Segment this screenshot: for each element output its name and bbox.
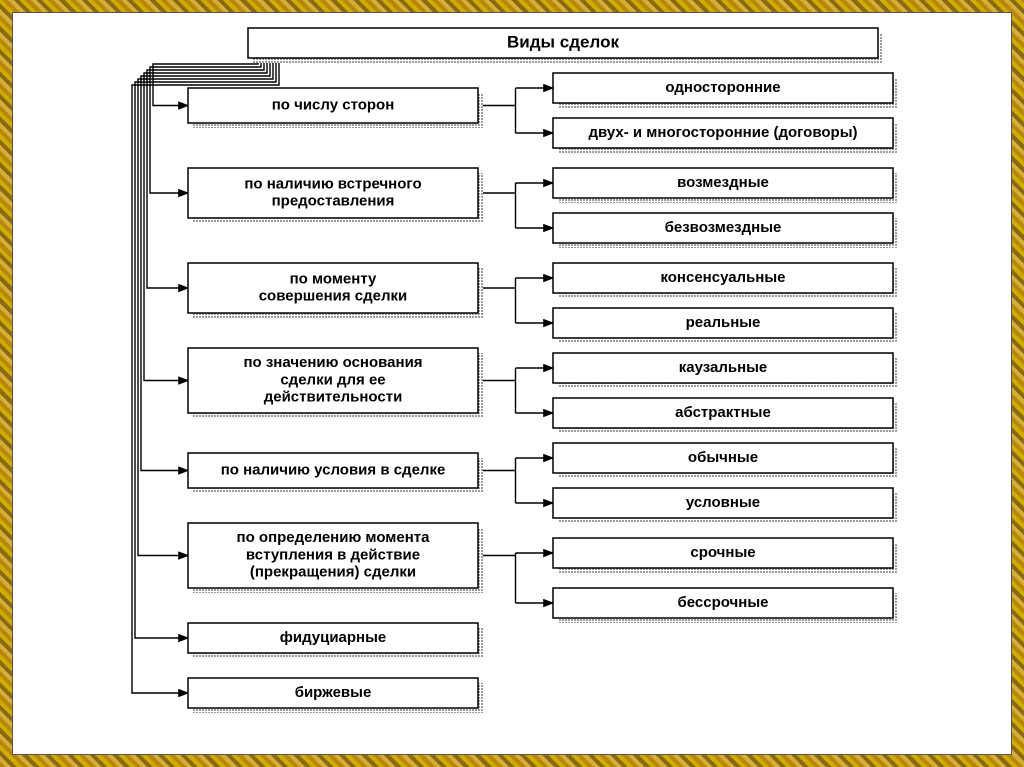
label-s4a: каузальные xyxy=(679,359,768,376)
label-cat4-l1: сделки для ее xyxy=(280,371,385,388)
label-s4b: абстрактные xyxy=(675,404,771,421)
label-s2a: возмездные xyxy=(677,174,769,191)
label-cat7: фидуциарные xyxy=(280,629,387,646)
label-cat4-l0: по значению основания xyxy=(243,354,422,371)
label-cat3-l1: совершения сделки xyxy=(259,288,408,305)
label-s2b: безвозмездные xyxy=(665,219,782,236)
label-s1b: двух- и многосторонние (договоры) xyxy=(589,124,858,141)
label-s1a: односторонние xyxy=(665,79,780,96)
boxes: Виды сделок по числу сторон по наличию вст… xyxy=(188,28,898,713)
label-s5a: обычные xyxy=(688,449,758,466)
label-s3a: консенсуальные xyxy=(660,269,785,286)
label-cat1: по числу сторон xyxy=(272,96,395,113)
label-cat2-l0: по наличию встречного xyxy=(244,175,421,192)
label-cat6-l0: по определению момента xyxy=(237,529,431,546)
label-s6b: бессрочные xyxy=(678,594,769,611)
diagram-canvas: { "type":"tree", "canvas":{"w":1000,"h":… xyxy=(12,12,1012,755)
label-cat5: по наличию условия в сделке xyxy=(221,461,446,478)
label-cat8: биржевые xyxy=(295,684,372,701)
label-root: Виды сделок xyxy=(507,32,619,51)
label-cat6-l1: вступления в действие xyxy=(246,546,420,563)
label-s6a: срочные xyxy=(690,544,755,561)
label-cat3-l0: по моменту xyxy=(290,270,377,287)
gold-frame: { "type":"tree", "canvas":{"w":1000,"h":… xyxy=(0,0,1024,767)
label-s3b: реальные xyxy=(686,314,761,331)
diagram-svg: Виды сделок по числу сторон по наличию вст… xyxy=(13,13,1012,755)
label-s5b: условные xyxy=(686,494,760,511)
label-cat4-l2: действительности xyxy=(264,389,403,406)
label-cat2-l1: предоставления xyxy=(272,193,395,210)
label-cat6-l2: (прекращения) сделки xyxy=(250,564,416,581)
